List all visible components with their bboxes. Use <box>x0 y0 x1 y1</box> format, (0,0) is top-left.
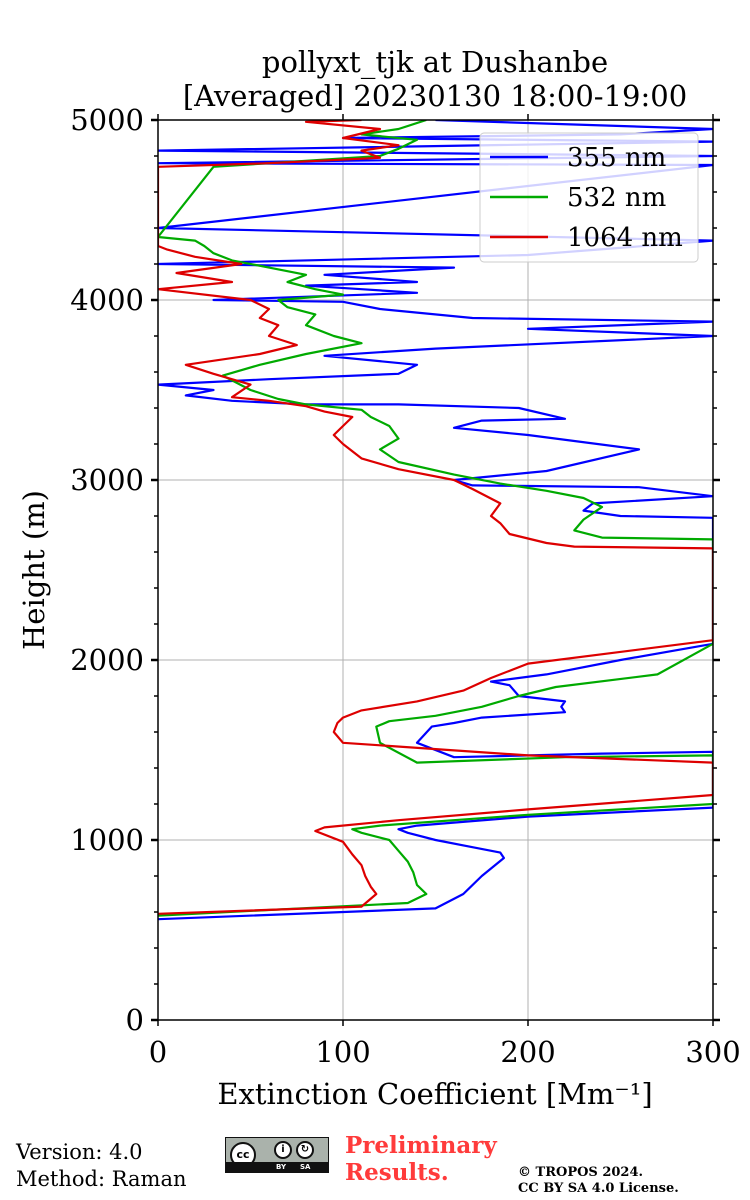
share-alike-icon: ↻ <box>296 1141 314 1159</box>
plot-frame <box>157 119 714 1021</box>
legend-label-1: 532 nm <box>567 183 666 213</box>
cc-license-badge: cc i ↻ BY SA <box>225 1137 329 1173</box>
x-tick-label: 300 <box>685 1035 740 1069</box>
method-text: Method: Raman <box>16 1167 187 1191</box>
x-tick-labels: 0 100 200 300 <box>149 1035 741 1069</box>
badge-sa-label: SA <box>300 1163 311 1171</box>
legend-label-0: 355 nm <box>567 143 666 173</box>
y-tick-label: 1000 <box>70 823 144 857</box>
legend: 355 nm 532 nm 1064 nm <box>479 132 699 263</box>
version-text: Version: 4.0 <box>16 1140 143 1164</box>
x-tick-label: 200 <box>500 1035 555 1069</box>
y-tick-label: 2000 <box>70 643 144 677</box>
series-line-1 <box>158 120 713 917</box>
y-axis-label: Height (m) <box>17 490 51 650</box>
y-tick-label: 5000 <box>70 103 144 137</box>
badge-strip <box>226 1162 328 1172</box>
series-line-0 <box>158 120 713 921</box>
y-tick-label: 3000 <box>70 463 144 497</box>
by-attribution-icon: i <box>274 1141 292 1159</box>
chart-subtitle: [Averaged] 20230130 18:00-19:00 <box>183 79 687 113</box>
legend-label-2: 1064 nm <box>567 223 683 253</box>
chart-title: pollyxt_tjk at Dushanbe <box>262 45 608 80</box>
x-tick-label: 0 <box>149 1035 167 1069</box>
legend-box <box>479 132 699 263</box>
series-layer <box>158 120 713 921</box>
x-tick-label: 100 <box>315 1035 370 1069</box>
extinction-chart: pollyxt_tjk at Dushanbe [Averaged] 20230… <box>17 45 741 1111</box>
copyright-text: © TROPOS 2024. <box>518 1165 644 1180</box>
axis-ticks <box>151 114 720 1026</box>
badge-by-label: BY <box>276 1163 287 1171</box>
preliminary-label-results: Results. <box>345 1159 449 1186</box>
y-tick-label: 4000 <box>70 283 144 317</box>
preliminary-label: Preliminary <box>345 1132 497 1159</box>
y-tick-label: 0 <box>126 1003 144 1037</box>
y-tick-labels: 0 1000 2000 3000 4000 5000 <box>70 103 144 1037</box>
series-line-2 <box>158 120 713 915</box>
x-axis-label: Extinction Coefficient [Mm⁻¹] <box>217 1077 652 1111</box>
license-text: CC BY SA 4.0 License. <box>518 1181 679 1196</box>
